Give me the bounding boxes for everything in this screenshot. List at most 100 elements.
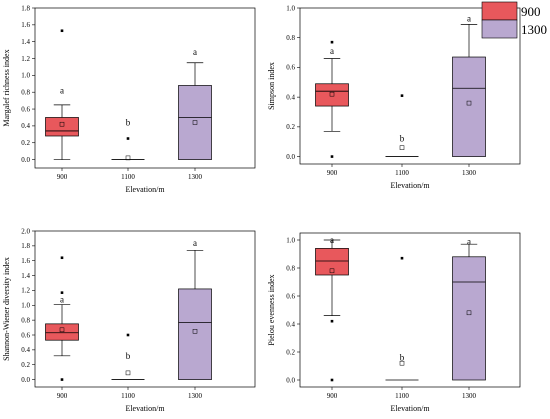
box-group-1100: b xyxy=(111,118,145,161)
y-axis-title: Shannon-Wiener diversity index xyxy=(2,257,11,361)
x-tick-label: 900 xyxy=(57,173,68,181)
significance-letter: a xyxy=(60,86,64,96)
y-tick-label: 1.2 xyxy=(21,55,30,63)
box-group-900: a xyxy=(315,40,349,158)
significance-letter: a xyxy=(330,235,334,245)
box-body xyxy=(315,83,349,107)
plot-frame-simpson xyxy=(299,7,521,165)
y-axis-title: Margalef richness index xyxy=(2,49,11,126)
box-group-1100: b xyxy=(111,333,145,380)
significance-letter: b xyxy=(126,118,131,128)
y-tick-label: 0.4 xyxy=(286,93,295,101)
y-tick-label: 1.4 xyxy=(21,272,30,280)
y-tick-label: 0.0 xyxy=(286,376,295,384)
y-tick-label: 1.0 xyxy=(286,4,295,12)
box-body xyxy=(45,117,79,137)
box-group-1100: b xyxy=(385,256,419,381)
chart-shannon: 0.0 0.2 0.4 0.6 0.8 1.0 1.2 1.4 1.6 1.8 2.0 900 1100… xyxy=(2,227,256,413)
y-tick-label: 0.4 xyxy=(21,346,30,354)
box-group-900: a xyxy=(315,235,349,382)
y-tick-label: 1.8 xyxy=(21,4,30,12)
chart-margalef: 0.0 0.2 0.4 0.6 0.8 1.0 1.2 1.4 1.6 1.8 900 1100 130… xyxy=(2,4,256,194)
mean-marker xyxy=(466,310,472,316)
y-tick-label: 0.4 xyxy=(286,320,295,328)
x-tick-label: 1100 xyxy=(121,392,135,400)
mean-marker xyxy=(192,329,198,334)
box-group-1300: a xyxy=(452,13,486,157)
y-tick-label: 0.2 xyxy=(21,361,30,369)
y-tick-label: 0.6 xyxy=(286,64,295,72)
box-body xyxy=(178,85,212,160)
mean-marker xyxy=(329,91,335,97)
chart-pielou: 0.0 0.2 0.4 0.6 0.8 1.0 900 1100 1300 Elevation/m… xyxy=(267,232,521,413)
mean-marker xyxy=(125,155,131,161)
outlier-point xyxy=(330,319,334,323)
y-tick-label: 0.2 xyxy=(21,139,30,147)
significance-letter: a xyxy=(193,47,197,57)
y-tick-label: 0.2 xyxy=(286,123,295,131)
mean-marker xyxy=(192,120,198,125)
y-tick-label: 1.0 xyxy=(21,72,30,80)
outlier-point xyxy=(60,378,64,381)
box-group-1300: a xyxy=(178,238,212,380)
outlier-point xyxy=(330,40,334,44)
legend-swatch-900 xyxy=(481,1,518,21)
significance-letter: b xyxy=(126,351,131,361)
mean-marker xyxy=(59,327,65,333)
x-tick-label: 900 xyxy=(327,392,338,400)
x-axis-title: Elevation/m xyxy=(390,404,430,413)
box-group-900: a xyxy=(45,29,79,160)
y-axis-title: Pielou evenness index xyxy=(267,274,276,345)
y-tick-label: 0.0 xyxy=(21,376,30,384)
x-tick-label: 1100 xyxy=(395,169,409,177)
plot-frame-pielou xyxy=(299,232,521,388)
mean-marker xyxy=(59,121,65,127)
legend-label-1300: 1300 xyxy=(521,22,547,37)
chart-panels: 0.0 0.2 0.4 0.6 0.8 1.0 1.2 1.4 1.6 1.8 900 1100 130… xyxy=(2,4,521,413)
x-tick-label: 1300 xyxy=(462,392,477,400)
significance-letter: b xyxy=(400,353,405,363)
y-tick-label: 0.6 xyxy=(21,331,30,339)
box-group-900: a xyxy=(45,256,79,381)
x-tick-label: 1300 xyxy=(188,173,203,181)
mean-marker xyxy=(125,370,131,376)
significance-letter: a xyxy=(330,46,334,56)
x-tick-label: 1100 xyxy=(395,392,409,400)
y-tick-label: 1.6 xyxy=(21,257,30,265)
y-tick-label: 1.8 xyxy=(21,242,30,250)
x-axis-title: Elevation/m xyxy=(125,185,165,194)
box-body xyxy=(452,56,486,157)
significance-letter: a xyxy=(467,13,471,23)
significance-letter: b xyxy=(400,134,405,144)
outlier-point xyxy=(400,256,404,260)
outlier-point xyxy=(126,333,130,337)
y-tick-label: 1.6 xyxy=(21,21,30,29)
box-body xyxy=(315,248,349,276)
y-tick-label: 0.6 xyxy=(21,105,30,113)
outlier-point xyxy=(330,155,334,158)
box-group-1100: b xyxy=(385,94,419,157)
x-tick-label: 900 xyxy=(57,392,68,400)
box-group-1300: a xyxy=(452,236,486,381)
mean-marker xyxy=(466,100,472,106)
x-tick-label: 1100 xyxy=(121,173,135,181)
legend: 900 1300 xyxy=(481,1,547,39)
x-tick-label: 1300 xyxy=(188,392,203,400)
y-tick-label: 0.8 xyxy=(286,34,295,42)
y-tick-label: 1.0 xyxy=(286,236,295,244)
y-tick-label: 0.8 xyxy=(21,316,30,324)
significance-letter: a xyxy=(193,238,197,248)
x-tick-label: 1300 xyxy=(462,169,477,177)
y-tick-label: 1.2 xyxy=(21,287,30,295)
plot-frame-shannon xyxy=(34,230,256,388)
outlier-point xyxy=(60,256,64,260)
y-tick-label: 1.4 xyxy=(21,38,30,46)
box-body xyxy=(452,256,486,381)
y-tick-label: 0.8 xyxy=(286,264,295,272)
y-tick-label: 2.0 xyxy=(21,227,30,235)
legend-label-900: 900 xyxy=(521,4,541,19)
x-axis-title: Elevation/m xyxy=(125,404,165,413)
y-tick-label: 0.2 xyxy=(286,348,295,356)
outlier-point xyxy=(400,94,404,97)
